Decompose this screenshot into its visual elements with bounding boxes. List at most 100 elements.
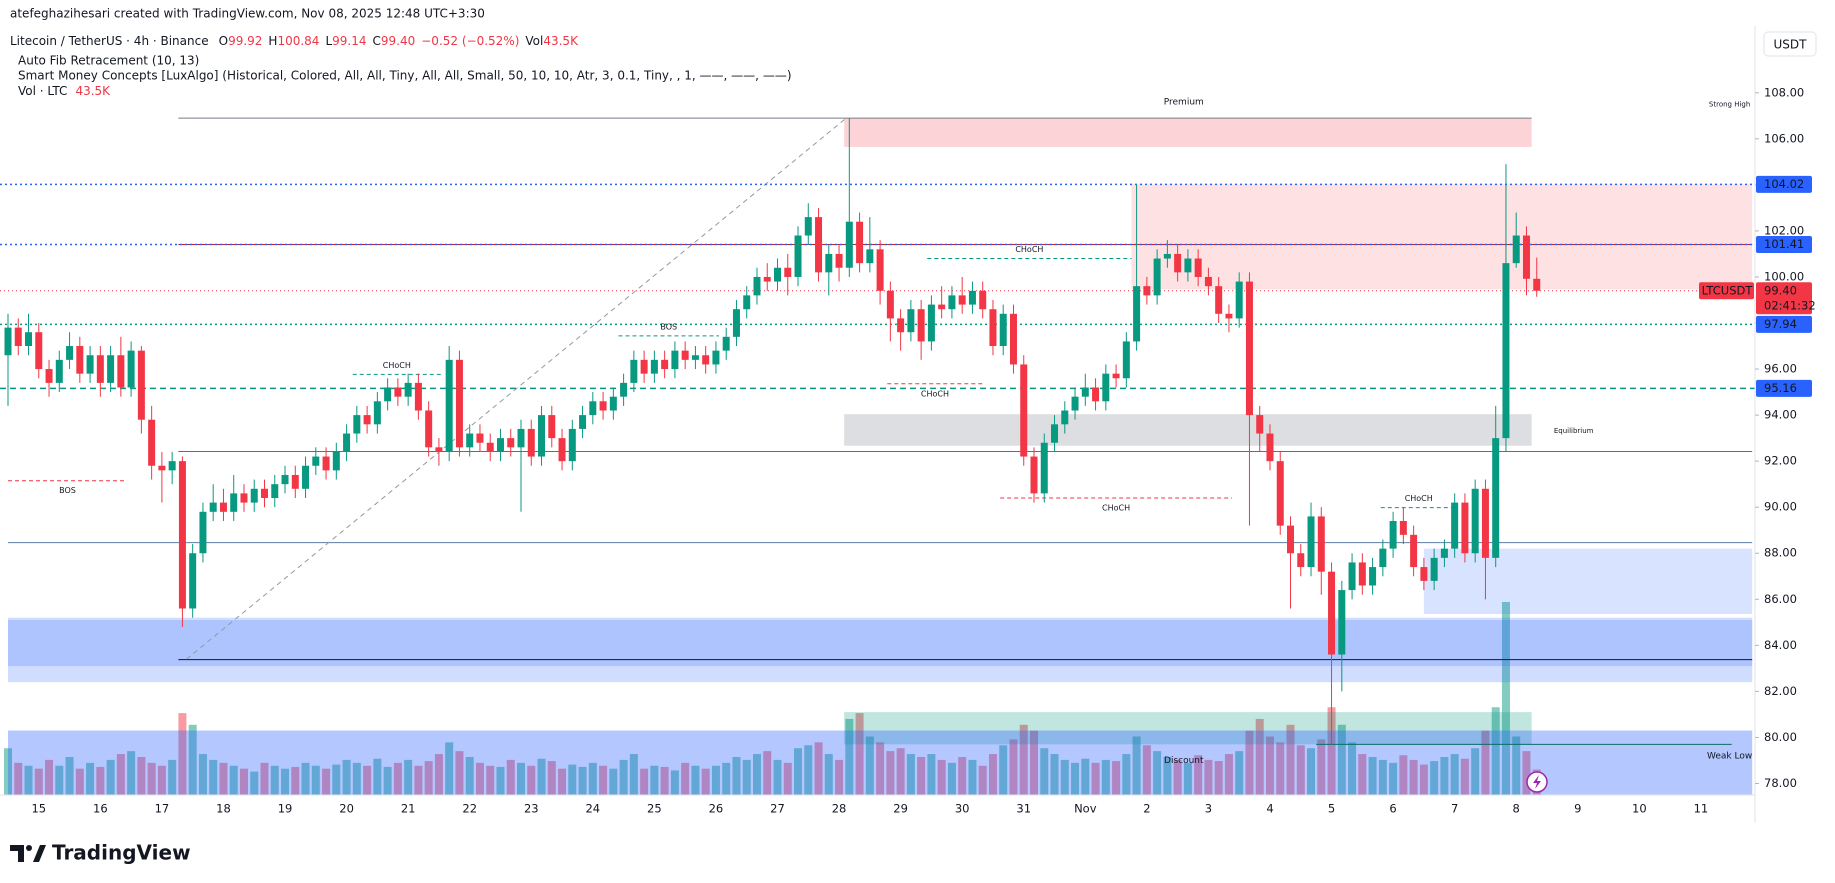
volume-bar — [1183, 762, 1192, 795]
volume-bar — [1430, 761, 1439, 795]
volume-bar — [732, 756, 741, 795]
candle-body — [414, 382, 422, 411]
candle-body — [496, 438, 504, 452]
volume-bar — [1081, 758, 1090, 795]
x-tick-label: 5 — [1328, 802, 1335, 816]
volume-bar — [188, 724, 197, 795]
candle-body — [404, 382, 412, 397]
volume-bar — [742, 759, 751, 795]
volume-bar — [1214, 761, 1223, 795]
y-tick-label: 102.00 — [1764, 223, 1804, 237]
volume-bar — [198, 754, 207, 795]
candle-body — [250, 488, 258, 503]
volume-bar — [137, 756, 146, 795]
candle-body — [979, 290, 987, 310]
candle-body — [281, 474, 289, 485]
y-tick-label: 78.00 — [1764, 776, 1797, 790]
volume-bar — [1358, 754, 1367, 795]
candle-body — [384, 387, 392, 402]
candle-body — [691, 355, 699, 360]
candle-body — [1051, 424, 1059, 443]
volume-bar — [927, 754, 936, 795]
candle-body — [774, 267, 781, 282]
candle-body — [538, 415, 546, 457]
symbol: Litecoin / TetherUS · 4h · Binance — [10, 34, 209, 48]
volume-bar — [937, 759, 946, 795]
volume-bar — [1440, 756, 1449, 795]
volume-bar — [1307, 748, 1316, 795]
candle-body — [620, 382, 628, 397]
bos-choch-label: BOS — [59, 486, 76, 495]
candle-body — [712, 350, 720, 365]
volume-bar — [599, 765, 608, 795]
candle-body — [876, 249, 884, 291]
volume-bar — [1194, 755, 1203, 795]
candle-body — [66, 346, 74, 360]
candle-body — [527, 428, 535, 457]
volume-bar — [260, 762, 269, 795]
volume-bar — [301, 762, 310, 795]
volume-bar — [86, 762, 95, 795]
volume-bar — [1245, 730, 1254, 795]
candle-body — [1009, 313, 1017, 365]
volume-bar — [332, 764, 341, 795]
volume-bar — [322, 768, 331, 795]
volume-bar — [999, 745, 1008, 795]
volume-bar — [660, 766, 669, 795]
volume-bar — [1348, 742, 1357, 795]
volume-bar — [1153, 751, 1162, 795]
volume-bar — [783, 762, 792, 795]
y-tick-label: 82.00 — [1764, 684, 1797, 698]
zone — [844, 712, 1532, 745]
volume-bar — [619, 759, 628, 795]
x-tick-label: 19 — [278, 802, 293, 816]
candle-body — [445, 359, 453, 452]
volume-bar — [1522, 751, 1531, 795]
candle-body — [948, 295, 956, 310]
candle-body — [1081, 387, 1089, 397]
candle-body — [455, 359, 463, 448]
candle-body — [1451, 502, 1459, 549]
volume-bar — [865, 736, 874, 795]
candle-body — [158, 465, 166, 471]
candle-body — [753, 276, 761, 296]
volume-bar — [711, 765, 720, 795]
candle-body — [856, 221, 864, 264]
volume-bar — [609, 768, 618, 795]
candle-body — [548, 415, 556, 439]
volume-bar — [291, 766, 300, 795]
volume-bar — [14, 762, 23, 795]
candle-body — [1379, 548, 1387, 568]
volume-bar — [978, 765, 987, 795]
candle-body — [261, 488, 268, 498]
candle-body — [1040, 442, 1048, 494]
candle-body — [219, 502, 227, 512]
y-tick-label: 84.00 — [1764, 638, 1797, 652]
candle-body — [1307, 516, 1315, 568]
x-tick-label: 28 — [832, 802, 847, 816]
volume-bar — [424, 761, 433, 795]
y-tick-label: 80.00 — [1764, 730, 1797, 744]
candle-body — [835, 253, 843, 268]
volume-bar — [1101, 759, 1110, 795]
volume-bar — [4, 748, 12, 795]
volume-bar — [157, 765, 166, 795]
volume-bar — [1163, 756, 1172, 795]
currency-button[interactable] — [1763, 31, 1817, 57]
volume-bar — [116, 754, 125, 795]
y-tick-label: 106.00 — [1764, 131, 1804, 145]
candle-body — [373, 401, 381, 425]
candle-body — [332, 451, 340, 471]
candle-body — [1174, 253, 1182, 273]
volume-bar — [1040, 748, 1049, 795]
volume-legend: Vol · LTC 43.5K — [18, 84, 111, 98]
currency[interactable]: USDT — [1774, 38, 1808, 52]
volume-bar — [1255, 718, 1264, 795]
last-price-box — [1756, 282, 1812, 315]
candle-body — [1194, 258, 1202, 277]
volume-bar — [127, 751, 136, 795]
candle-body — [363, 415, 371, 425]
candle-body — [240, 493, 248, 503]
